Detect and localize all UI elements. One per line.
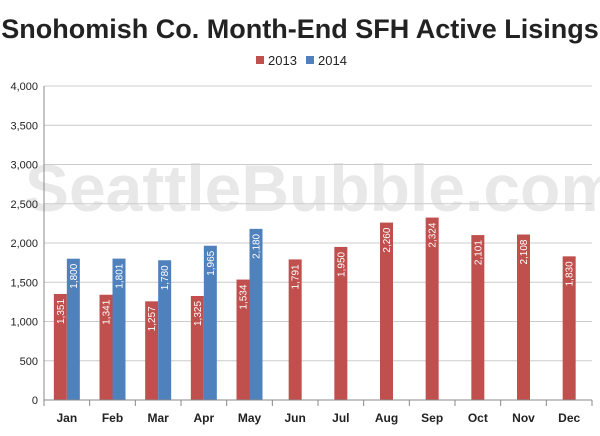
chart-title: Snohomish Co. Month-End SFH Active Lisin… [1, 14, 599, 44]
watermark: SeattleBubble.com [25, 151, 600, 225]
x-tick-label: Sep [421, 411, 443, 425]
data-label: 1,830 [565, 261, 576, 286]
bar-2013-Jan [53, 293, 67, 400]
data-label: 2,324 [428, 222, 439, 247]
bar-2013-Dec [562, 256, 576, 400]
data-label: 1,534 [239, 284, 250, 309]
x-tick-label: Nov [512, 411, 535, 425]
data-label: 1,965 [206, 250, 217, 275]
bar-2013-Feb [99, 294, 113, 400]
y-tick-label: 1,000 [10, 317, 38, 329]
legend-swatch-2013 [256, 56, 264, 64]
x-tick-label: May [238, 411, 262, 425]
legend-label: 2014 [318, 53, 347, 68]
x-axis: Jan Feb Mar Apr May Jun Jul Aug Sep Oct Nov Dec [43, 399, 593, 425]
x-tick-label: Oct [468, 411, 488, 425]
data-label: 1,800 [69, 263, 80, 288]
x-tick-label: Jan [56, 411, 77, 425]
x-tick-label: Jun [284, 411, 305, 425]
data-label: 1,950 [336, 251, 347, 276]
bar-2014-Apr [203, 245, 217, 400]
bar-2013-Nov [517, 234, 530, 400]
data-label: 2,101 [473, 240, 484, 265]
data-label: 1,257 [147, 306, 158, 331]
y-tick-label: 1,500 [10, 277, 38, 289]
y-tick-label: 3,000 [10, 160, 38, 172]
data-label: 2,260 [382, 227, 393, 252]
bar-2013-Jul [334, 246, 348, 400]
bar-2014-May [249, 228, 263, 400]
data-label: 2,180 [252, 233, 263, 258]
bar-2013-Apr [190, 295, 204, 400]
y-tick-label: 3,500 [10, 120, 38, 132]
bar-2013-Jun [288, 259, 302, 400]
legend: 2013 2014 [256, 53, 347, 68]
data-label: 1,351 [56, 299, 67, 324]
bar-2014-Feb [112, 258, 126, 400]
gridlines [44, 85, 592, 401]
bar-2014-Mar [158, 260, 172, 400]
bar-2013-Oct [471, 235, 485, 400]
x-tick-label: Feb [102, 411, 123, 425]
y-tick-label: 0 [32, 395, 38, 407]
legend-swatch-2014 [306, 56, 314, 64]
data-label: 1,801 [115, 263, 126, 288]
y-tick-label: 2,500 [10, 199, 38, 211]
bar-2013-Mar [145, 301, 159, 400]
bar-2013-Sep [425, 217, 439, 400]
x-tick-label: Mar [147, 411, 169, 425]
bar-2013-Aug [380, 222, 393, 400]
y-tick-label: 2,000 [10, 238, 38, 250]
y-axis: 0 500 1,000 1,500 2,000 2,500 3,000 3,500 4,000 [10, 81, 45, 407]
x-tick-label: Apr [193, 411, 214, 425]
data-label: 2,108 [519, 239, 530, 264]
y-tick-label: 500 [20, 356, 38, 368]
legend-label: 2013 [268, 53, 297, 68]
x-tick-label: Dec [558, 411, 580, 425]
data-label: 1,341 [102, 299, 113, 324]
x-tick-label: Aug [375, 411, 398, 425]
data-label: 1,325 [193, 301, 204, 326]
bar-2014-Jan [66, 258, 80, 400]
y-tick-label: 4,000 [10, 81, 38, 93]
data-label: 1,791 [291, 264, 302, 289]
data-label: 1,780 [160, 265, 171, 290]
bar-2013-May [236, 279, 250, 400]
x-tick-label: Jul [332, 411, 349, 425]
